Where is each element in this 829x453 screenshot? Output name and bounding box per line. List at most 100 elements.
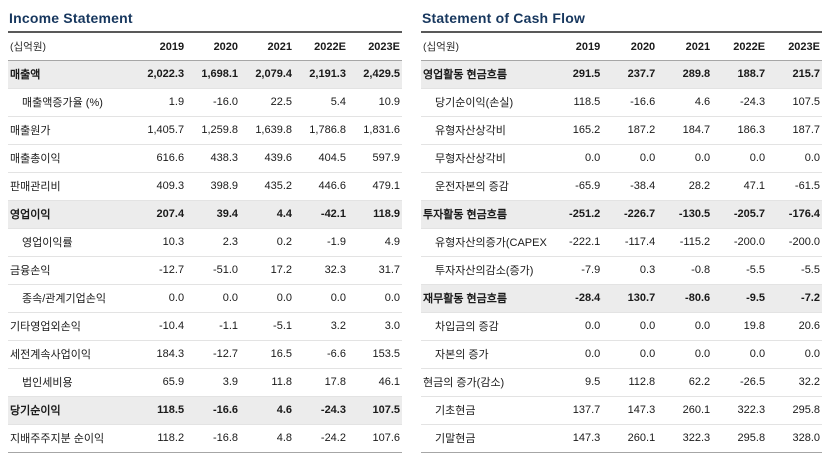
cell-value: 47.1 [712, 172, 768, 201]
cell-value: 20.6 [767, 312, 822, 341]
cell-value: 2.3 [186, 228, 241, 257]
cell-value: 9.5 [547, 368, 603, 397]
table-row: 지배주주지분 순이익 118.2 -16.8 4.8 -24.2 107.6 [8, 424, 402, 453]
table-row: 영업이익 207.4 39.4 4.4 -42.1 118.9 [8, 200, 402, 229]
row-label: 자본의 증가 [421, 340, 548, 369]
table-row: 투자자산의감소(증가) -7.9 0.3 -0.8 -5.5 -5.5 [421, 256, 822, 285]
cell-value: 0.0 [712, 144, 768, 173]
cell-value: 39.4 [186, 200, 241, 229]
cell-value: -1.1 [186, 312, 241, 341]
cell-value: 0.0 [712, 340, 768, 369]
cell-value: -5.1 [240, 312, 295, 341]
year-column-header: 2021 [657, 33, 713, 61]
cell-value: 289.8 [657, 60, 713, 89]
cell-value: 0.0 [547, 312, 603, 341]
cell-value: -5.5 [767, 256, 822, 285]
cell-value: 409.3 [132, 172, 187, 201]
cell-value: 616.6 [132, 144, 187, 173]
cell-value: 479.1 [347, 172, 402, 201]
cell-value: 130.7 [602, 284, 658, 313]
cell-value: 4.6 [240, 396, 295, 425]
cell-value: -80.6 [657, 284, 713, 313]
header-row: (십억원) 2019 2020 2021 2022E 2023E [421, 33, 822, 61]
cell-value: 10.9 [347, 88, 402, 117]
cell-value: 438.3 [186, 144, 241, 173]
cell-value: 435.2 [240, 172, 295, 201]
cell-value: -16.0 [186, 88, 241, 117]
cell-value: 2,429.5 [347, 60, 402, 89]
cell-value: 22.5 [240, 88, 295, 117]
row-label: 종속/관계기업손익 [8, 284, 133, 313]
cell-value: 62.2 [657, 368, 713, 397]
cell-value: 260.1 [602, 424, 658, 453]
row-label: 차입금의 증감 [421, 312, 548, 341]
income-statement-table: (십억원) 2019 2020 2021 2022E 2023E 매출액 2,022.3 1… [8, 33, 402, 453]
table-row: 판매관리비 409.3 398.9 435.2 446.6 479.1 [8, 172, 402, 201]
cell-value: 0.0 [602, 312, 658, 341]
cell-value: -26.5 [712, 368, 768, 397]
year-column-header: 2019 [132, 33, 187, 61]
cell-value: 0.0 [347, 284, 402, 313]
cell-value: 187.7 [767, 116, 822, 145]
table-row: 재무활동 현금흐름 -28.4 130.7 -80.6 -9.5 -7.2 [421, 284, 822, 313]
year-column-header: 2023E [347, 33, 402, 61]
table-row: 투자활동 현금흐름 -251.2 -226.7 -130.5 -205.7 -176.4 [421, 200, 822, 229]
row-label: 매출원가 [8, 116, 133, 145]
cell-value: 446.6 [294, 172, 348, 201]
cell-value: -38.4 [602, 172, 658, 201]
cell-value: -51.0 [186, 256, 241, 285]
cell-value: 0.0 [657, 312, 713, 341]
table-row: 매출액 2,022.3 1,698.1 2,079.4 2,191.3 2,429.5 [8, 60, 402, 89]
row-label: 투자자산의감소(증가) [421, 256, 548, 285]
cell-value: -12.7 [186, 340, 241, 369]
cell-value: 16.5 [240, 340, 295, 369]
cell-value: 0.0 [240, 284, 295, 313]
cell-value: -176.4 [767, 200, 822, 229]
table-row: 운전자본의 증감 -65.9 -38.4 28.2 47.1 -61.5 [421, 172, 822, 201]
cell-value: 112.8 [602, 368, 658, 397]
cell-value: 118.5 [132, 396, 187, 425]
cell-value: 0.3 [602, 256, 658, 285]
cell-value: 32.3 [294, 256, 348, 285]
table-row: 법인세비용 65.9 3.9 11.8 17.8 46.1 [8, 368, 402, 397]
cash-flow-body: 영업활동 현금흐름 291.5 237.7 289.8 188.7 215.7 당기순이익(… [421, 60, 822, 453]
year-column-header: 2022E [712, 33, 768, 61]
table-row: 차입금의 증감 0.0 0.0 0.0 19.8 20.6 [421, 312, 822, 341]
row-label: 재무활동 현금흐름 [421, 284, 548, 313]
cell-value: 3.2 [294, 312, 348, 341]
cell-value: -12.7 [132, 256, 187, 285]
cell-value: 188.7 [712, 60, 768, 89]
cell-value: -205.7 [712, 200, 768, 229]
cell-value: 107.5 [767, 88, 822, 117]
cell-value: -24.2 [294, 424, 348, 453]
cell-value: 0.0 [547, 340, 603, 369]
cell-value: 3.9 [186, 368, 241, 397]
cell-value: 0.0 [602, 144, 658, 173]
cell-value: -24.3 [294, 396, 348, 425]
cell-value: 2,079.4 [240, 60, 295, 89]
cell-value: 17.2 [240, 256, 295, 285]
cash-flow-table: (십억원) 2019 2020 2021 2022E 2023E 영업활동 현금흐름 29… [421, 33, 822, 453]
income-statement-section: Income Statement (십억원) 2019 2020 2021 2022E… [8, 8, 402, 453]
cell-value: 28.2 [657, 172, 713, 201]
cell-value: -16.6 [602, 88, 658, 117]
cash-flow-title: Statement of Cash Flow [421, 8, 822, 33]
cell-value: 107.5 [347, 396, 402, 425]
year-column-header: 2019 [547, 33, 603, 61]
cell-value: -0.8 [657, 256, 713, 285]
cell-value: 118.9 [347, 200, 402, 229]
table-row: 유형자산의증가(CAPEX) -222.1 -117.4 -115.2 -200.0 -2… [421, 228, 822, 257]
cell-value: 147.3 [547, 424, 603, 453]
cell-value: 0.0 [657, 144, 713, 173]
cell-value: -117.4 [602, 228, 658, 257]
cell-value: 322.3 [657, 424, 713, 453]
cell-value: -7.9 [547, 256, 603, 285]
cell-value: 19.8 [712, 312, 768, 341]
table-row: 금융손익 -12.7 -51.0 17.2 32.3 31.7 [8, 256, 402, 285]
cell-value: -28.4 [547, 284, 603, 313]
cell-value: -115.2 [657, 228, 713, 257]
cell-value: -222.1 [547, 228, 603, 257]
cell-value: 0.0 [657, 340, 713, 369]
cell-value: 10.3 [132, 228, 187, 257]
